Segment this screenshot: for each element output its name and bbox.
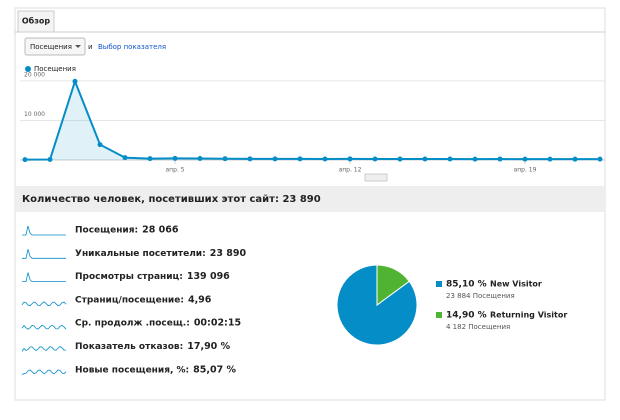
- x-tick-label: апр. 12: [339, 167, 362, 174]
- point: [222, 156, 228, 162]
- point: [172, 155, 178, 161]
- sparkline: [21, 324, 67, 330]
- point: [72, 78, 78, 84]
- point: [122, 155, 128, 161]
- point: [47, 157, 53, 163]
- metric-label: Страниц/посещение:: [75, 295, 184, 305]
- metric-label: Просмотры страниц:: [75, 272, 183, 282]
- point: [397, 156, 403, 162]
- metric-label: Ср. продолж .посещ.:: [75, 319, 190, 329]
- point: [372, 156, 378, 162]
- legend-sublabel: 4 182 Посещения: [446, 323, 510, 331]
- sparkline: [22, 272, 66, 282]
- point: [422, 156, 428, 162]
- metric-value: 139 096: [187, 271, 230, 282]
- legend-marker: [25, 66, 31, 72]
- point: [147, 156, 153, 162]
- point: [272, 156, 278, 162]
- tab-label[interactable]: Обзор: [22, 16, 51, 26]
- point: [522, 156, 528, 162]
- point: [572, 156, 578, 162]
- metric-label: Новые посещения, %:: [75, 365, 189, 375]
- legend-swatch: [436, 312, 442, 318]
- summary-bar: [15, 186, 605, 212]
- legend-value: 85,10 %: [446, 280, 487, 290]
- point: [22, 157, 28, 163]
- legend-sublabel: 23 884 Посещения: [446, 292, 515, 300]
- point: [472, 156, 478, 162]
- metric-link[interactable]: Выбор показателя: [98, 43, 166, 51]
- legend-label: New Visitor: [490, 280, 542, 289]
- tab[interactable]: [17, 10, 55, 33]
- and-text: и: [88, 43, 93, 51]
- legend-label: Returning Visitor: [490, 311, 567, 320]
- y-tick-label: 10 000: [24, 111, 45, 118]
- metric-value: 17,90 %: [187, 341, 230, 352]
- metric-label: Уникальные посетители:: [75, 249, 206, 259]
- line: [24, 78, 601, 161]
- pie-slice: [376, 264, 410, 306]
- metric-value: 23 890: [210, 248, 247, 259]
- sparkline: [22, 249, 66, 259]
- point: [97, 142, 103, 148]
- y-tick-label: 20 000: [24, 71, 45, 78]
- summary-title: Количество человек, посетивших этот сайт…: [22, 194, 321, 205]
- metric-value: 4,96: [188, 294, 212, 305]
- metric-value: 28 066: [142, 225, 179, 236]
- point: [247, 156, 253, 162]
- point: [497, 156, 503, 162]
- legend-swatch: [436, 281, 442, 287]
- legend-label: Посещения: [34, 65, 76, 73]
- metric-value: 85,07 %: [193, 364, 236, 375]
- point: [297, 156, 303, 162]
- point: [322, 156, 328, 162]
- sparkline: [21, 369, 67, 376]
- point: [597, 156, 603, 162]
- metric-dropdown[interactable]: [24, 37, 86, 56]
- sparkline: [21, 301, 67, 307]
- dropdown-arrow: [75, 45, 81, 48]
- legend-value: 14,90 %: [446, 311, 487, 321]
- metric-value: 00:02:15: [194, 318, 241, 329]
- metric-label: Показатель отказов:: [75, 342, 183, 352]
- point: [447, 156, 453, 162]
- point: [197, 155, 203, 161]
- point: [347, 156, 353, 162]
- resize-handle[interactable]: [364, 173, 388, 182]
- point: [547, 156, 553, 162]
- x-tick-label: апр. 5: [165, 167, 184, 174]
- sparkline: [21, 346, 67, 352]
- x-tick-label: апр. 19: [514, 167, 537, 174]
- dropdown-label[interactable]: Посещения: [30, 43, 72, 51]
- metric-label: Посещения:: [75, 226, 138, 236]
- sparkline: [22, 225, 66, 236]
- area-fill: [25, 81, 600, 160]
